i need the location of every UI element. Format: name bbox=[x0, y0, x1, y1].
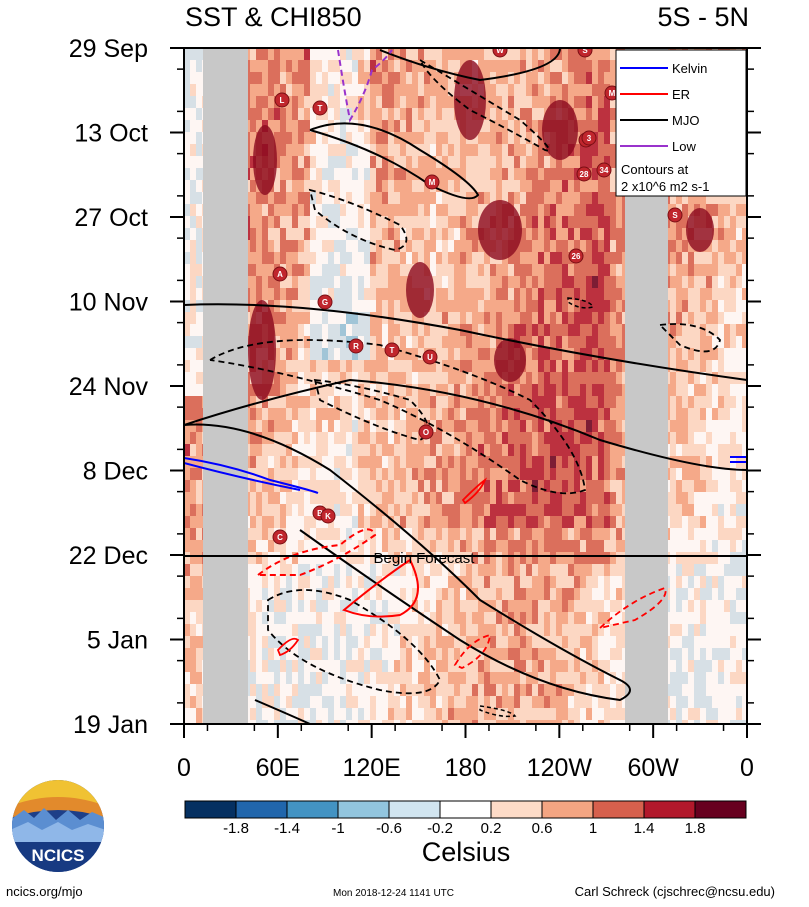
storm-marker: M bbox=[424, 174, 440, 190]
contour-line bbox=[479, 705, 517, 718]
colorbar-swatch bbox=[541, 800, 594, 819]
x-tick-label: 60W bbox=[627, 754, 679, 782]
y-tick-label: 22 Dec bbox=[69, 542, 148, 570]
colorbar-tick-label: -0.2 bbox=[427, 820, 453, 837]
contour-line bbox=[276, 637, 300, 657]
storm-marker: S bbox=[577, 48, 593, 58]
storm-marker: S bbox=[667, 207, 683, 223]
contour-line bbox=[342, 558, 419, 618]
logo-text: NCICS bbox=[32, 846, 85, 865]
x-tick-label: 120E bbox=[342, 754, 400, 782]
contour-line bbox=[337, 49, 393, 123]
colorbar-tick-label: -0.6 bbox=[376, 820, 402, 837]
colorbar: -1.8 -1.4 -1 -0.6 -0.2 0.2 0.6 1 1.4 1.8 bbox=[184, 800, 747, 837]
storm-marker: 28 bbox=[576, 166, 592, 182]
y-tick-label: 13 Oct bbox=[74, 120, 148, 148]
colorbar-tick-label: 1.4 bbox=[634, 820, 655, 837]
colorbar-swatch bbox=[592, 800, 645, 819]
footer-author: Carl Schreck (cjschrec@ncsu.edu) bbox=[574, 884, 775, 899]
ncics-logo: NCICS bbox=[12, 780, 104, 872]
legend-label: MJO bbox=[672, 113, 699, 128]
contour-line bbox=[184, 423, 631, 702]
y-tick-label: 24 Nov bbox=[69, 373, 149, 401]
colorbar-tick-label: 1.8 bbox=[685, 820, 706, 837]
colorbar-swatch bbox=[490, 800, 543, 819]
x-tick-label: 0 bbox=[177, 754, 191, 782]
y-tick-label: 29 Sep bbox=[69, 35, 148, 63]
legend-label: ER bbox=[672, 87, 690, 102]
contour-line bbox=[308, 188, 408, 251]
storm-marker: 34 bbox=[596, 162, 612, 178]
colorbar-swatch bbox=[643, 800, 696, 819]
storm-marker: W bbox=[492, 48, 508, 58]
storm-marker: O bbox=[418, 424, 434, 440]
y-tick-label: 10 Nov bbox=[69, 289, 149, 317]
contour-line bbox=[379, 48, 561, 82]
colorbar-swatch bbox=[235, 800, 288, 819]
footer-date: Mon 2018-12-24 1141 UTC bbox=[333, 888, 454, 899]
storm-marker: G bbox=[317, 294, 333, 310]
storm-marker: K bbox=[320, 508, 336, 524]
colorbar-swatch bbox=[388, 800, 441, 819]
chart-title-left: SST & CHI850 bbox=[185, 2, 362, 32]
contour-line bbox=[184, 457, 319, 494]
contour-line bbox=[184, 378, 747, 471]
colorbar-swatch bbox=[184, 800, 237, 819]
x-tick-label: 0 bbox=[740, 754, 754, 782]
storm-marker: U bbox=[422, 349, 438, 365]
y-tick-label: 5 Jan bbox=[87, 627, 148, 655]
storm-marker: A bbox=[272, 266, 288, 282]
legend-note-line2: 2 x10^6 m2 s-1 bbox=[621, 179, 709, 194]
contour-line bbox=[461, 477, 488, 505]
contour-line bbox=[184, 303, 747, 381]
colorbar-tick-label: -1.8 bbox=[223, 820, 249, 837]
contour-line bbox=[267, 589, 442, 695]
storm-marker: C bbox=[272, 529, 288, 545]
y-tick-label: 8 Dec bbox=[83, 458, 148, 486]
legend-label: Kelvin bbox=[672, 61, 707, 76]
storm-marker: L bbox=[274, 92, 290, 108]
contour-line bbox=[730, 456, 747, 463]
colorbar-swatch bbox=[337, 800, 390, 819]
colorbar-tick-label: 0.6 bbox=[532, 820, 553, 837]
legend-label: Low bbox=[672, 139, 696, 154]
contour-line bbox=[596, 586, 667, 630]
contour-line bbox=[209, 339, 586, 495]
land-mask-africa bbox=[203, 48, 248, 724]
contour-line bbox=[254, 699, 311, 724]
colorbar-label: Celsius bbox=[422, 837, 511, 867]
storm-marker: 3 bbox=[581, 130, 597, 146]
x-tick-label: 120W bbox=[527, 754, 593, 782]
legend-note-line1: Contours at bbox=[621, 162, 689, 177]
forecast-label: Begin Forecast bbox=[374, 550, 476, 567]
colorbar-swatch bbox=[286, 800, 339, 819]
chart-title-right: 5S - 5N bbox=[657, 2, 749, 32]
contour-line bbox=[184, 462, 301, 491]
y-tick-label: 27 Oct bbox=[74, 204, 148, 232]
colorbar-tick-label: -1.4 bbox=[274, 820, 300, 837]
storm-marker: 26 bbox=[568, 248, 584, 264]
colorbar-tick-label: 1 bbox=[589, 820, 597, 837]
storm-marker: T bbox=[312, 100, 328, 116]
x-tick-label: 180 bbox=[445, 754, 487, 782]
y-tick-label: 19 Jan bbox=[73, 711, 148, 739]
footer-url[interactable]: ncics.org/mjo bbox=[6, 884, 83, 899]
legend: Kelvin ER MJO Low Contours at 2 x10^6 m2 s-… bbox=[615, 49, 747, 197]
x-tick-label: 60E bbox=[256, 754, 300, 782]
colorbar-swatch bbox=[694, 800, 747, 819]
colorbar-tick-label: -1 bbox=[331, 820, 344, 837]
colorbar-tick-label: 0.2 bbox=[481, 820, 502, 837]
contour-line bbox=[419, 59, 550, 152]
contour-line bbox=[309, 122, 480, 200]
contour-line bbox=[453, 633, 492, 669]
colorbar-swatch bbox=[439, 800, 492, 819]
contour-line bbox=[658, 323, 721, 353]
storm-marker: R bbox=[348, 338, 364, 354]
storm-marker: T bbox=[384, 342, 400, 358]
